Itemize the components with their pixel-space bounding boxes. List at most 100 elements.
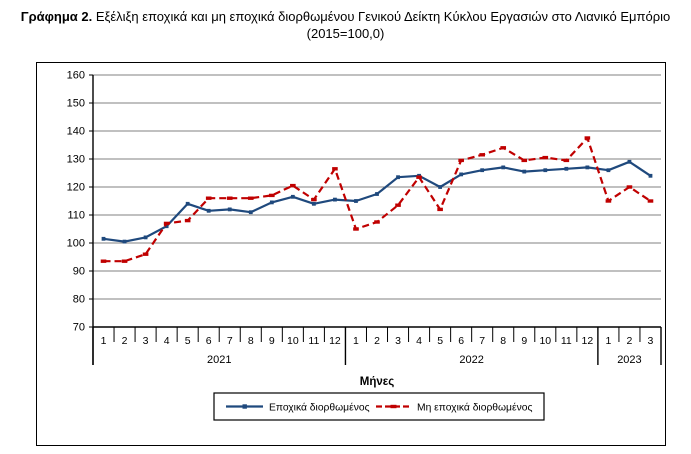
y-tick-label: 120	[67, 182, 85, 194]
series-marker-seasonally-adjusted	[375, 192, 379, 196]
series-marker-non-seasonally-adjusted	[163, 221, 170, 226]
series-marker-non-seasonally-adjusted	[142, 252, 149, 256]
series-marker-non-seasonally-adjusted	[269, 193, 275, 198]
series-marker-seasonally-adjusted	[248, 210, 253, 215]
y-tick-label: 160	[67, 70, 85, 82]
series-marker-non-seasonally-adjusted	[395, 203, 401, 207]
month-label: 6	[458, 335, 464, 347]
chart-subtitle: (2015=100,0)	[306, 26, 385, 41]
series-line-seasonally-adjusted	[103, 160, 652, 243]
series-marker-seasonally-adjusted	[311, 201, 316, 206]
series-marker-seasonally-adjusted	[164, 224, 169, 229]
year-label: 2022	[459, 354, 483, 366]
series-marker-seasonally-adjusted	[269, 200, 274, 205]
month-label: 8	[500, 335, 506, 347]
series-marker-non-seasonally-adjusted	[437, 207, 443, 212]
series-marker-non-seasonally-adjusted	[100, 259, 107, 263]
month-label: 11	[561, 335, 572, 347]
series-marker-non-seasonally-adjusted	[332, 167, 338, 171]
month-label: 3	[648, 335, 654, 347]
x-axis-title: Μήνες	[360, 376, 394, 388]
series-marker-non-seasonally-adjusted	[479, 153, 485, 157]
month-label: 1	[101, 335, 107, 347]
series-marker-non-seasonally-adjusted	[626, 185, 633, 189]
series-marker-non-seasonally-adjusted	[374, 220, 380, 224]
month-label: 5	[437, 335, 443, 347]
year-label: 2023	[617, 354, 641, 366]
series-marker-seasonally-adjusted	[206, 208, 211, 213]
chart-frame: 160 150 140 130 120 110 100 90 80 70 1 2 3 4 5 6 7 8 9 10 11…	[36, 62, 666, 446]
series-marker-seasonally-adjusted	[227, 207, 232, 212]
month-label: 3	[395, 335, 401, 347]
y-tick-label: 110	[67, 210, 85, 222]
series-marker-seasonally-adjusted	[354, 199, 358, 203]
series-marker-seasonally-adjusted	[438, 185, 443, 189]
month-label: 10	[539, 335, 551, 347]
series-marker-seasonally-adjusted	[543, 168, 548, 173]
month-label: 1	[605, 335, 611, 347]
month-label: 9	[269, 335, 275, 347]
series-marker-seasonally-adjusted	[606, 168, 611, 173]
series-marker-non-seasonally-adjusted	[121, 259, 128, 263]
month-label: 2	[122, 335, 128, 347]
series-marker-non-seasonally-adjusted	[311, 197, 317, 202]
month-label: 4	[164, 335, 170, 347]
series-marker-non-seasonally-adjusted	[647, 199, 654, 203]
month-label: 7	[479, 335, 485, 347]
series-marker-seasonally-adjusted	[585, 165, 590, 170]
month-label: 2	[627, 335, 633, 347]
series-marker-seasonally-adjusted	[333, 197, 337, 202]
legend-label-non-seasonally-adjusted: Μη εποχικά διορθωμένος	[417, 402, 532, 414]
series-marker-non-seasonally-adjusted	[226, 196, 233, 200]
series-marker-seasonally-adjusted	[459, 172, 464, 177]
series-marker-non-seasonally-adjusted	[353, 227, 359, 231]
chart-title-text: Εξέλιξη εποχικά και μη εποχικά διορθωμέν…	[92, 9, 671, 24]
chart-title-prefix: Γράφημα 2.	[20, 9, 93, 24]
month-label: 9	[521, 335, 527, 347]
month-label: 7	[227, 335, 233, 347]
series-marker-seasonally-adjusted	[185, 201, 190, 206]
year-label: 2021	[207, 354, 231, 366]
legend-label-seasonally-adjusted: Εποχικά διορθωμένος	[269, 402, 370, 414]
y-tick-label: 100	[67, 238, 85, 250]
month-label: 4	[416, 335, 422, 347]
series-marker-non-seasonally-adjusted	[184, 218, 191, 223]
series-marker-seasonally-adjusted	[564, 166, 569, 171]
y-tick-label: 140	[67, 126, 85, 138]
series-marker-seasonally-adjusted	[290, 194, 295, 199]
month-label: 6	[206, 335, 212, 347]
legend-sample-marker	[242, 404, 247, 409]
y-tick-label: 80	[73, 294, 85, 306]
month-label: 2	[374, 335, 380, 347]
y-tick-label: 90	[73, 266, 85, 278]
month-label: 5	[185, 335, 191, 347]
month-label: 3	[143, 335, 149, 347]
chart-title: Γράφημα 2. Εξέλιξη εποχικά και μη εποχικ…	[0, 8, 691, 42]
series-marker-seasonally-adjusted	[122, 239, 127, 244]
series-marker-seasonally-adjusted	[101, 236, 106, 241]
month-label: 11	[308, 335, 319, 347]
series-marker-non-seasonally-adjusted	[247, 196, 254, 200]
series-marker-non-seasonally-adjusted	[205, 196, 212, 200]
series-marker-non-seasonally-adjusted	[563, 158, 570, 163]
series-marker-seasonally-adjusted	[396, 175, 400, 180]
series-marker-seasonally-adjusted	[648, 173, 653, 178]
series-marker-seasonally-adjusted	[501, 165, 506, 170]
series-marker-seasonally-adjusted	[522, 169, 527, 174]
series-marker-non-seasonally-adjusted	[458, 158, 464, 163]
series-marker-seasonally-adjusted	[143, 235, 148, 240]
series-marker-non-seasonally-adjusted	[416, 175, 422, 179]
month-label: 10	[287, 335, 299, 347]
month-label: 8	[248, 335, 254, 347]
series-marker-seasonally-adjusted	[480, 168, 485, 173]
series-marker-non-seasonally-adjusted	[290, 183, 296, 188]
month-label: 1	[353, 335, 359, 347]
series-marker-non-seasonally-adjusted	[521, 158, 528, 163]
series-marker-seasonally-adjusted	[627, 159, 632, 164]
y-tick-label: 70	[73, 322, 85, 334]
y-tick-label: 130	[67, 154, 85, 166]
series-marker-non-seasonally-adjusted	[584, 136, 591, 140]
series-marker-non-seasonally-adjusted	[605, 199, 612, 203]
month-label: 12	[329, 335, 341, 347]
